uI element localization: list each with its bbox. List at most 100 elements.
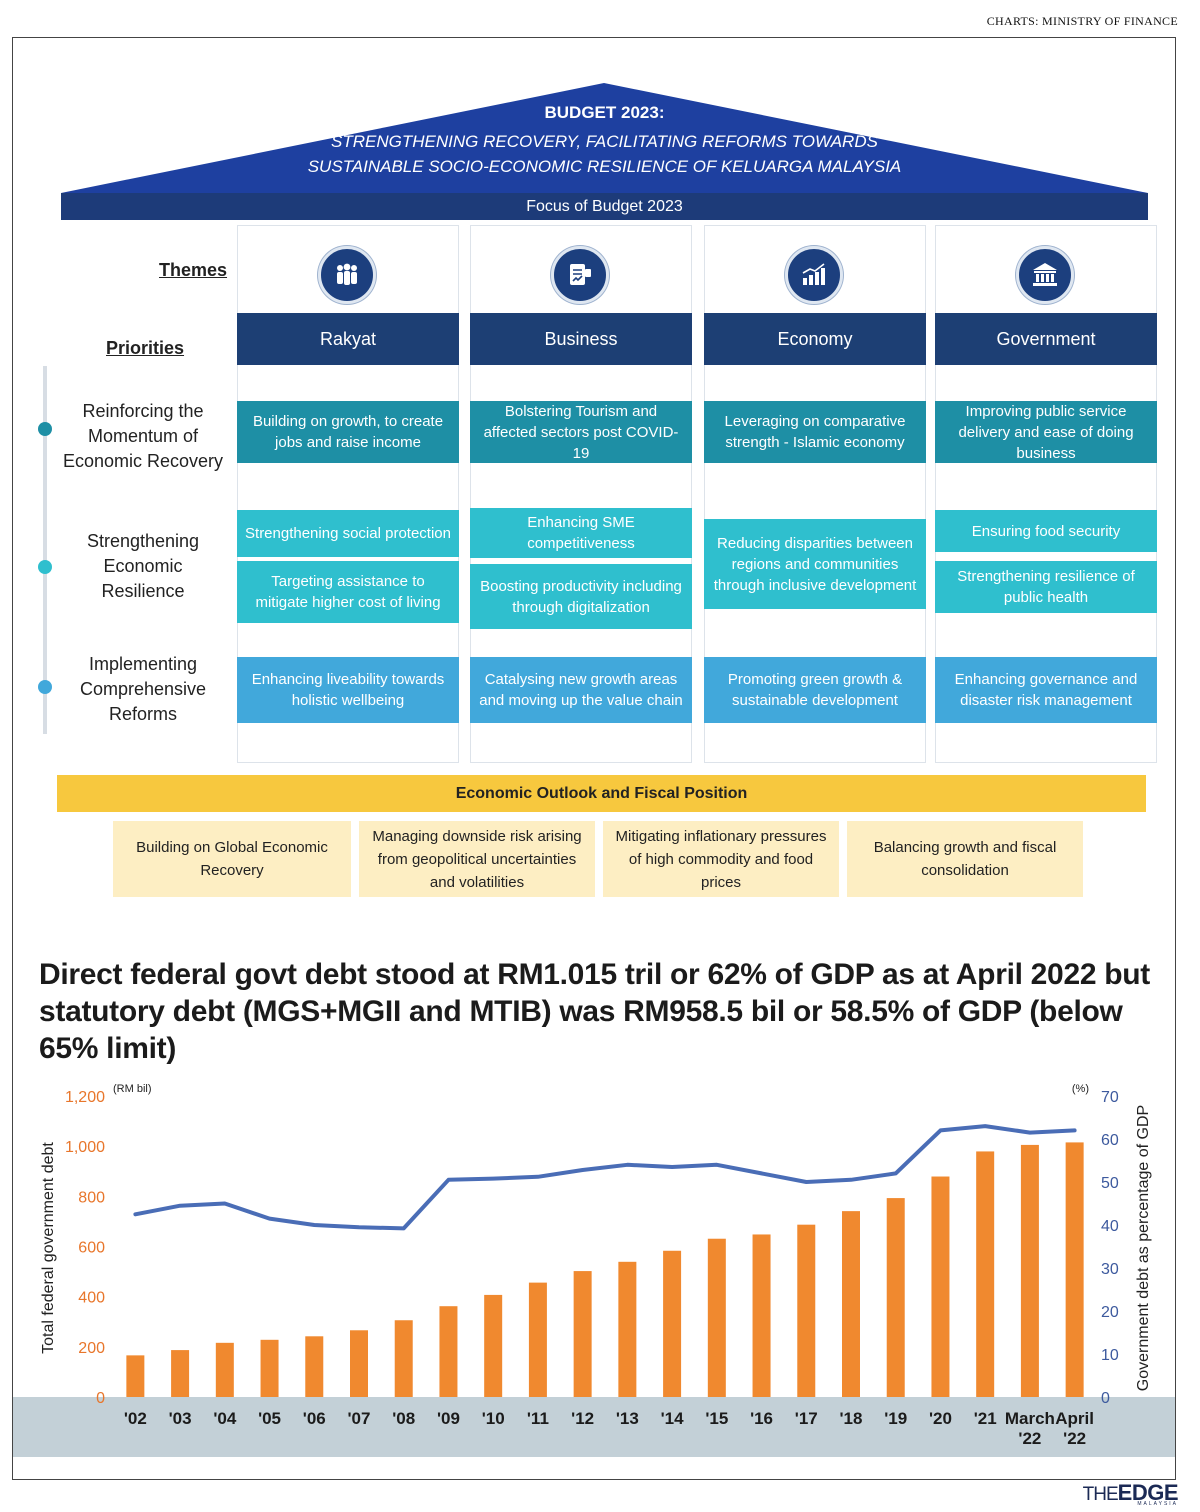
debt-bar — [842, 1211, 860, 1397]
y-right-tick-label: 0 — [1101, 1390, 1110, 1407]
theme-rakyat: Rakyat — [237, 313, 459, 365]
debt-bar — [394, 1320, 413, 1397]
priority-cell: Catalysing new growth areas and moving u… — [470, 657, 692, 723]
priority-cell: Promoting green growth & sustainable dev… — [704, 657, 926, 723]
theme-economy: Economy — [704, 313, 926, 365]
y-right-axis-label: Government debt as percentage of GDP — [1135, 1105, 1152, 1391]
debt-bar — [484, 1294, 503, 1397]
debt-bar — [439, 1306, 458, 1397]
y-left-tick-label: 1,200 — [65, 1089, 105, 1106]
debt-bar — [707, 1238, 726, 1397]
x-tick-label: '07 — [348, 1409, 371, 1428]
people-icon — [318, 246, 376, 304]
y-right-unit: (%) — [1072, 1083, 1089, 1095]
debt-bar — [260, 1339, 279, 1397]
y-left-tick-label: 200 — [78, 1340, 105, 1357]
y-right-tick-label: 20 — [1101, 1304, 1119, 1321]
x-tick-label: April — [1055, 1409, 1094, 1428]
row-label-reforms: Implementing Comprehensive Reforms — [79, 654, 207, 724]
x-tick-label: '16 — [750, 1409, 773, 1428]
priority-cell: Enhancing liveability towards holistic w… — [237, 657, 459, 723]
y-right-tick-label: 40 — [1101, 1218, 1119, 1235]
y-left-axis-label: Total federal government debt — [40, 1142, 57, 1354]
roof-subtitle-line1: STRENGTHENING RECOVERY, FACILITATING REF… — [331, 132, 878, 151]
column-rakyat: Rakyat Building on growth, to create job… — [237, 225, 459, 763]
x-tick-label: '06 — [303, 1409, 326, 1428]
timeline-dot-1 — [38, 422, 52, 436]
x-tick-label: '04 — [213, 1409, 236, 1428]
column-government: Government Improving public service deli… — [935, 225, 1157, 763]
x-tick-label: '22 — [1063, 1429, 1086, 1448]
y-right-tick-label: 50 — [1101, 1175, 1119, 1192]
x-tick-label: '05 — [258, 1409, 281, 1428]
priority-cell: Strengthening resilience of public healt… — [935, 561, 1157, 613]
priority-cell: Enhancing SME competitiveness — [470, 508, 692, 558]
x-axis-band — [13, 1397, 1175, 1457]
debt-chart: 0 200 400 600 800 1,000 1,200 0 10 20 30 40 50 60 70 (R… — [13, 1083, 1175, 1457]
y-left-unit: (RM bil) — [113, 1083, 152, 1095]
column-business: Business Bolstering Tourism and affected… — [470, 225, 692, 763]
roof-shape — [61, 83, 1148, 193]
roof-subtitle-line2: SUSTAINABLE SOCIO-ECONOMIC RESILIENCE OF… — [307, 157, 902, 176]
priority-cell: Reducing disparities between regions and… — [704, 519, 926, 609]
timeline-line — [43, 366, 47, 734]
outlook-item: Building on Global Economic Recovery — [113, 821, 351, 897]
roof-text: BUDGET 2023: STRENGTHENING RECOVERY, FAC… — [61, 103, 1148, 179]
focus-bar: Focus of Budget 2023 — [61, 193, 1148, 220]
timeline-dot-3 — [38, 680, 52, 694]
debt-gdp-line — [133, 1124, 1077, 1231]
y-right-tick-label: 70 — [1101, 1089, 1119, 1106]
priorities-label: Priorities — [106, 338, 185, 358]
debt-bar — [126, 1355, 145, 1397]
priority-cell: Improving public service delivery and ea… — [935, 401, 1157, 463]
debt-bar — [976, 1151, 995, 1397]
x-tick-label: '02 — [124, 1409, 147, 1428]
government-building-icon — [1016, 246, 1074, 304]
debt-bar — [171, 1350, 190, 1397]
debt-bar — [797, 1224, 816, 1397]
economic-outlook-bar: Economic Outlook and Fiscal Position — [57, 775, 1146, 812]
themes-label: Themes — [159, 260, 228, 280]
debt-bar — [931, 1176, 950, 1397]
priority-cell: Enhancing governance and disaster risk m… — [935, 657, 1157, 723]
x-tick-label: '15 — [705, 1409, 728, 1428]
timeline-dot-2 — [38, 560, 52, 574]
chart-headline: Direct federal govt debt stood at RM1.01… — [39, 958, 1150, 1065]
infographic-frame: BUDGET 2023: STRENGTHENING RECOVERY, FAC… — [12, 37, 1176, 1480]
chart-credit: CHARTS: MINISTRY OF FINANCE — [986, 14, 1178, 28]
y-right-tick-label: 30 — [1101, 1261, 1119, 1278]
x-tick-label: '03 — [169, 1409, 192, 1428]
y-left-tick-label: 400 — [78, 1290, 105, 1307]
x-tick-label: '11 — [527, 1409, 549, 1428]
debt-bar — [663, 1250, 682, 1397]
priority-cell: Leveraging on comparative strength - Isl… — [704, 401, 926, 463]
outlook-item: Balancing growth and fiscal consolidatio… — [847, 821, 1083, 897]
debt-bar — [1065, 1142, 1084, 1397]
priority-cell: Building on growth, to create jobs and r… — [237, 401, 459, 463]
x-tick-label: '14 — [661, 1409, 684, 1428]
y-left-tick-label: 1,000 — [65, 1139, 105, 1156]
debt-bar — [618, 1261, 637, 1397]
y-left-tick-label: 0 — [96, 1390, 105, 1407]
y-right-tick-label: 60 — [1101, 1132, 1119, 1149]
y-left-tick-label: 800 — [78, 1189, 105, 1206]
debt-bar — [573, 1271, 592, 1397]
x-tick-label: '22 — [1018, 1429, 1041, 1448]
outlook-item: Mitigating inflationary pressures of hig… — [603, 821, 839, 897]
debt-bar — [215, 1342, 234, 1397]
priority-cell: Targeting assistance to mitigate higher … — [237, 561, 459, 623]
debt-bar — [350, 1330, 368, 1397]
x-tick-label: '19 — [884, 1409, 907, 1428]
roof-title: BUDGET 2023: — [544, 103, 665, 122]
x-tick-label: '17 — [795, 1409, 818, 1428]
theme-government: Government — [935, 313, 1157, 365]
priority-cell: Boosting productivity including through … — [470, 564, 692, 629]
priority-cell: Ensuring food security — [935, 510, 1157, 552]
priority-cell: Strengthening social protection — [237, 510, 459, 557]
x-tick-label: '09 — [437, 1409, 460, 1428]
business-icon — [551, 246, 609, 304]
x-tick-label: '13 — [616, 1409, 639, 1428]
x-tick-label: '10 — [482, 1409, 505, 1428]
x-tick-label: '20 — [929, 1409, 952, 1428]
debt-bar — [1020, 1144, 1039, 1397]
